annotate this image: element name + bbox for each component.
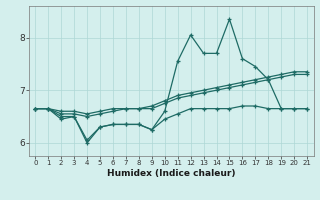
X-axis label: Humidex (Indice chaleur): Humidex (Indice chaleur) xyxy=(107,169,236,178)
